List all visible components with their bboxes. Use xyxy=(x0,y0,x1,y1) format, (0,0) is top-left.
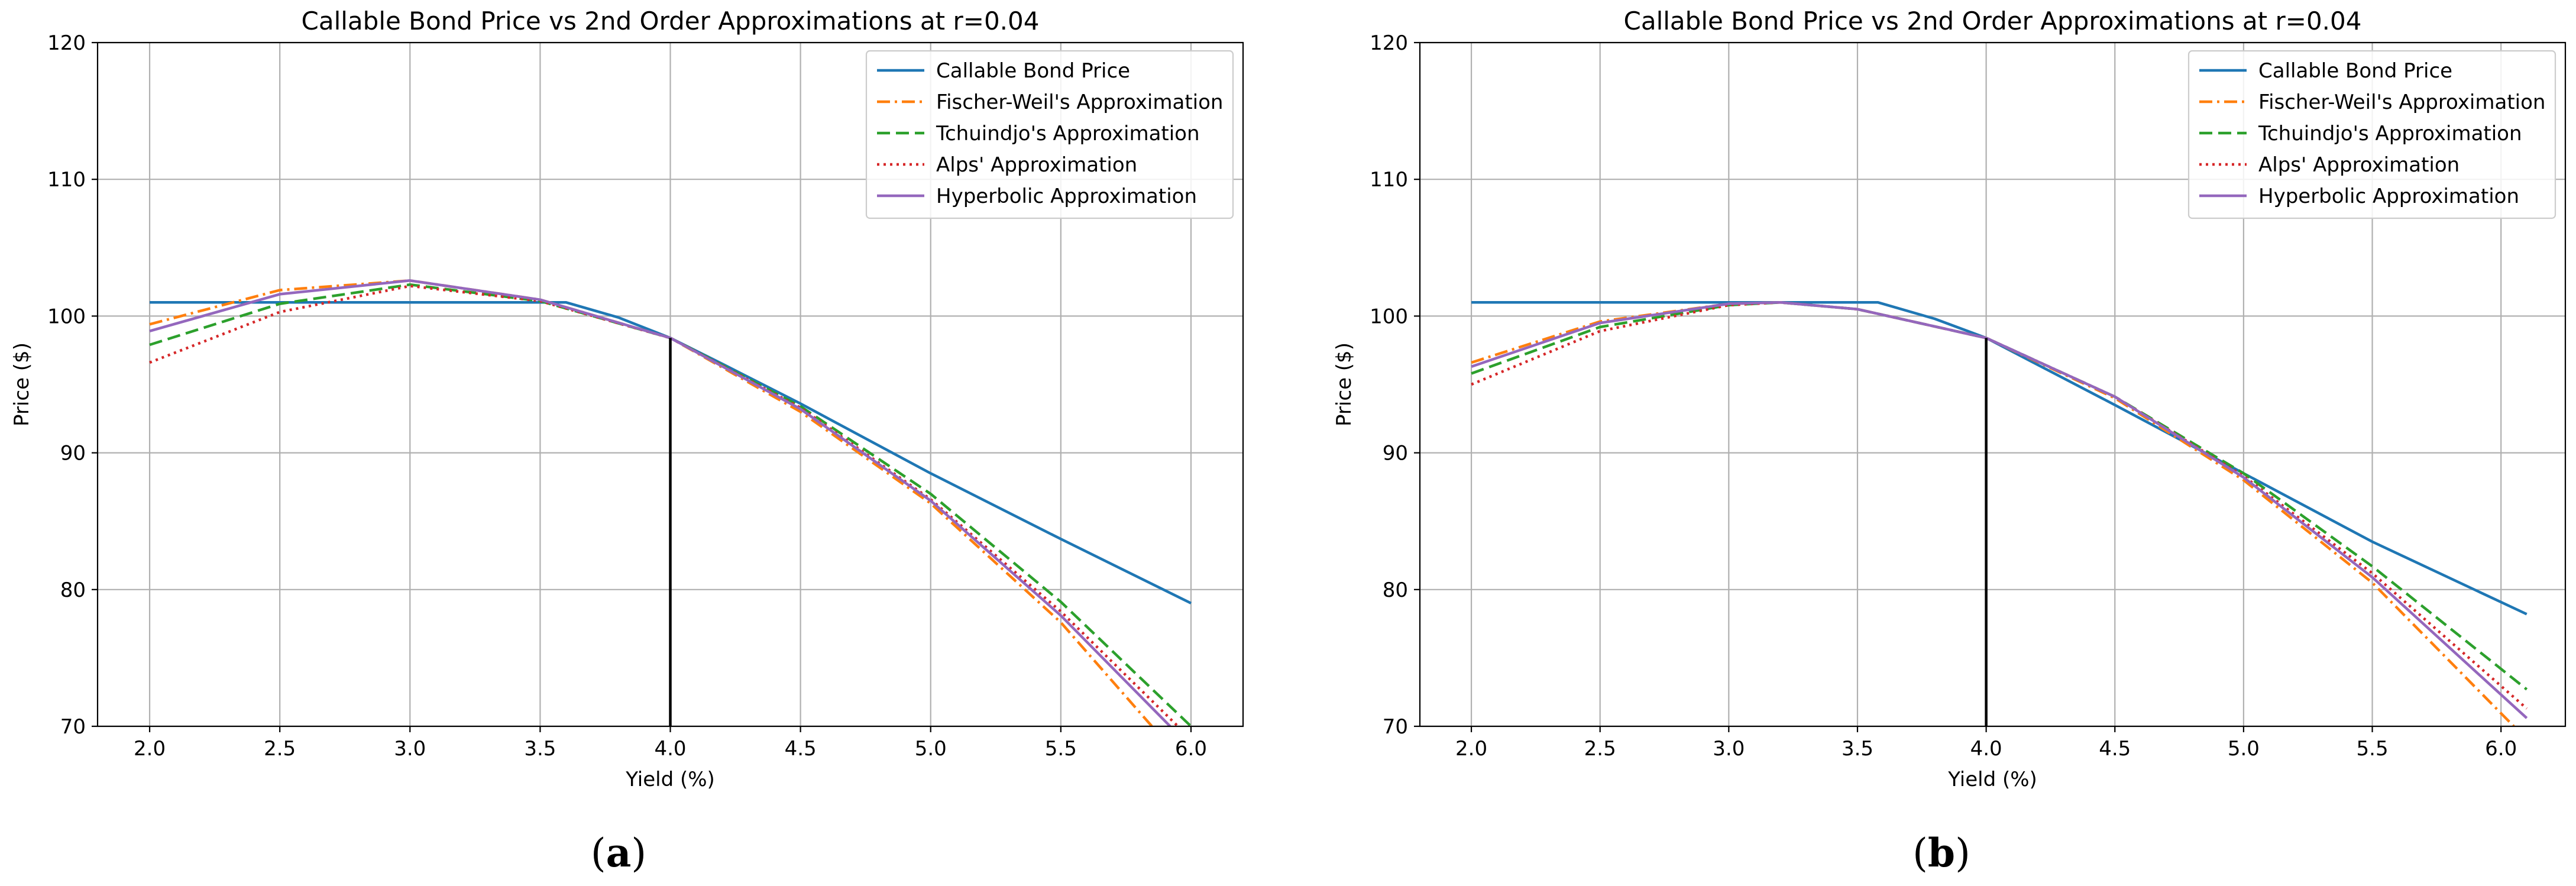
chart-0-y-tick-label-2: 90 xyxy=(60,442,86,465)
chart-1-series-line-1 xyxy=(1471,301,2515,726)
chart-1-x-tick-label-3: 3.5 xyxy=(1842,737,1873,761)
chart-0-x-tick-label-7: 5.5 xyxy=(1045,737,1077,761)
chart-1-legend-label-0: Callable Bond Price xyxy=(2258,59,2452,83)
chart-1-legend-label-1: Fischer-Weil's Approximation xyxy=(2258,90,2545,114)
chart-1-series-line-2 xyxy=(1471,301,2528,691)
chart-1-y-tick-label-4: 110 xyxy=(1370,168,1408,192)
chart-0-legend-box xyxy=(865,50,1234,219)
chart-0-x-tick-label-1: 2.5 xyxy=(264,737,296,761)
panel-caption-a: (a) xyxy=(591,830,646,876)
chart-1-y-tick-label-0: 70 xyxy=(1383,715,1408,739)
chart-0-legend-label-4: Hyperbolic Approximation xyxy=(936,185,1197,208)
chart-0-legend-label-2: Tchuindjo's Approximation xyxy=(936,122,1200,145)
chart-0-legend-label-0: Callable Bond Price xyxy=(936,59,1130,83)
chart-0-y-tick-label-4: 110 xyxy=(47,168,86,192)
chart-0-x-tick-label-4: 4.0 xyxy=(654,737,686,761)
chart-1-legend-label-4: Hyperbolic Approximation xyxy=(2258,185,2519,208)
chart-0-x-axis-label: Yield (%) xyxy=(625,768,715,791)
chart-1-series-line-4 xyxy=(1471,301,2528,719)
chart-1-x-axis-label: Yield (%) xyxy=(1947,768,2037,791)
chart-panel-b: 2.0 2.5 3.0 3.5 4.0 4.5 5.0 5.5 6.0 70 80 90 100 110 1… xyxy=(1332,7,2567,791)
chart-0-y-axis-label: Price ($) xyxy=(10,342,34,426)
chart-0-x-tick-label-0: 2.0 xyxy=(134,737,166,761)
chart-0-x-tick-label-3: 3.5 xyxy=(524,737,556,761)
chart-1-legend-box xyxy=(2187,50,2556,219)
chart-0-x-tick-label-6: 5.0 xyxy=(915,737,947,761)
chart-0-legend-label-3: Alps' Approximation xyxy=(936,153,1137,177)
chart-1-y-tick-label-5: 120 xyxy=(1370,31,1408,55)
chart-0-y-tick-label-0: 70 xyxy=(60,715,86,739)
chart-1-y-tick-label-2: 90 xyxy=(1383,442,1408,465)
chart-1-x-tick-label-0: 2.0 xyxy=(1455,737,1487,761)
chart-1-axes-frame xyxy=(1419,41,2567,727)
chart-0-x-tick-label-8: 6.0 xyxy=(1175,737,1207,761)
chart-0-x-tick-label-2: 3.0 xyxy=(394,737,426,761)
chart-1-x-tick-label-2: 3.0 xyxy=(1713,737,1745,761)
chart-1-series-line-3 xyxy=(1471,301,2528,710)
chart-1-x-tick-label-4: 4.0 xyxy=(1970,737,2002,761)
chart-0-y-tick-label-1: 80 xyxy=(60,578,86,602)
chart-1-y-tick-label-1: 80 xyxy=(1383,578,1408,602)
chart-1-legend-label-2: Tchuindjo's Approximation xyxy=(2258,122,2522,145)
chart-1-x-tick-label-6: 5.0 xyxy=(2228,737,2260,761)
chart-1-series-line-0 xyxy=(1471,301,2528,616)
chart-0-series-line-0 xyxy=(150,301,1192,604)
chart-1-x-tick-label-1: 2.5 xyxy=(1584,737,1616,761)
chart-0-legend-label-1: Fischer-Weil's Approximation xyxy=(936,90,1223,114)
chart-1-x-tick-label-5: 4.5 xyxy=(2099,737,2131,761)
chart-1-x-tick-label-8: 6.0 xyxy=(2485,737,2517,761)
chart-0-title: Callable Bond Price vs 2nd Order Approxi… xyxy=(302,7,1040,35)
chart-1-title: Callable Bond Price vs 2nd Order Approxi… xyxy=(1624,7,2362,35)
chart-1-y-axis-label: Price ($) xyxy=(1332,342,1356,426)
chart-0-x-tick-label-5: 4.5 xyxy=(785,737,817,761)
chart-0-y-tick-label-3: 100 xyxy=(47,305,86,328)
chart-0-series-line-1 xyxy=(149,279,1153,726)
chart-panel-a: 2.0 2.5 3.0 3.5 4.0 4.5 5.0 5.5 6.0 70 80 90 100 110 1… xyxy=(10,7,1244,791)
chart-0-series-line-4 xyxy=(149,279,1172,726)
panel-caption-b: (b) xyxy=(1912,830,1970,876)
chart-0-y-tick-label-5: 120 xyxy=(47,31,86,55)
chart-0-axes-frame xyxy=(96,41,1244,727)
chart-1-x-tick-label-7: 5.5 xyxy=(2357,737,2389,761)
chart-1-legend-label-3: Alps' Approximation xyxy=(2258,153,2460,177)
chart-1-y-tick-label-3: 100 xyxy=(1370,305,1408,328)
chart-0-series-line-3 xyxy=(149,284,1179,726)
